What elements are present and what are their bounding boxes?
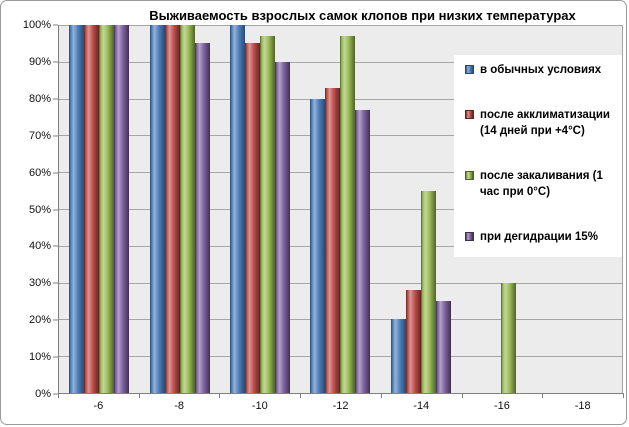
legend-label: после закаливания (1 час при 0°С) bbox=[480, 170, 603, 198]
bar-group bbox=[230, 25, 291, 393]
x-tick-label: -12 bbox=[332, 400, 349, 412]
y-tick-mark bbox=[53, 319, 58, 321]
bar-series-4 bbox=[194, 43, 210, 393]
y-tick-mark bbox=[53, 209, 58, 210]
x-tick-mark bbox=[542, 393, 544, 398]
bar-group bbox=[471, 25, 531, 393]
legend-marker-icon bbox=[465, 232, 474, 241]
bar-group bbox=[69, 25, 130, 393]
legend-item-1: в обычных условиях bbox=[465, 62, 618, 78]
legend-marker-icon bbox=[465, 110, 474, 119]
y-tick-layer bbox=[53, 24, 58, 395]
x-tick-mark bbox=[380, 393, 382, 398]
y-tick-mark bbox=[53, 98, 58, 100]
chart-title: Выживаемость взрослых самок клопов при н… bbox=[149, 8, 576, 23]
x-tick-label: -14 bbox=[413, 400, 430, 412]
x-tick-mark bbox=[219, 393, 221, 398]
bar-series-3 bbox=[179, 25, 195, 393]
y-tick-label: 30% bbox=[28, 277, 51, 290]
legend-item-4: при дегидрации 15% bbox=[465, 229, 618, 245]
y-tick-label: 80% bbox=[28, 92, 51, 105]
bar-series-4 bbox=[355, 109, 371, 393]
y-tick-mark bbox=[53, 172, 58, 174]
bar-group bbox=[310, 25, 371, 393]
x-tick-label: -6 bbox=[93, 400, 104, 412]
bar-series-4 bbox=[114, 25, 130, 393]
legend-item-3: после закаливания (1 час при 0°С) bbox=[465, 168, 618, 200]
y-tick-label: 20% bbox=[28, 314, 51, 327]
x-tick-mark bbox=[461, 393, 463, 398]
legend-marker-icon bbox=[465, 65, 474, 74]
x-tick-label: -16 bbox=[494, 400, 510, 412]
bar-series-3 bbox=[420, 190, 436, 393]
y-tick-label: 40% bbox=[28, 240, 51, 253]
x-tick-layer bbox=[58, 393, 624, 398]
legend-label: при дегидрации 15% bbox=[480, 231, 598, 243]
x-tick-mark bbox=[623, 393, 624, 398]
category-cell bbox=[59, 25, 139, 393]
bar-series-1 bbox=[390, 319, 406, 393]
y-tick-mark bbox=[53, 24, 58, 26]
y-tick-label: 90% bbox=[28, 55, 51, 68]
category-cell bbox=[300, 25, 380, 393]
x-tick-mark bbox=[58, 393, 59, 398]
bar-series-1 bbox=[310, 98, 326, 393]
y-tick-label: 100% bbox=[22, 19, 51, 31]
x-axis-labels: -6 -8 -10 -12 -14 -16 -18 bbox=[58, 400, 623, 412]
y-tick-mark bbox=[53, 61, 58, 63]
legend-label: в обычных условиях bbox=[480, 64, 602, 76]
bar-series-1 bbox=[230, 25, 246, 393]
legend-label: после акклиматизации (14 дней при +4°С) bbox=[480, 109, 611, 137]
bar-series-2 bbox=[405, 289, 421, 393]
category-cell bbox=[139, 25, 219, 393]
y-tick-label: 70% bbox=[28, 129, 51, 142]
bar-series-1 bbox=[69, 25, 85, 393]
bar-series-3 bbox=[340, 36, 356, 393]
x-tick-label: -18 bbox=[574, 400, 591, 412]
bar-series-3 bbox=[99, 25, 115, 393]
y-tick-label: 10% bbox=[28, 351, 51, 364]
y-tick-mark bbox=[53, 282, 58, 284]
plot-bars bbox=[59, 25, 622, 393]
bar-series-2 bbox=[245, 43, 261, 393]
y-tick-mark bbox=[53, 356, 58, 358]
bar-group bbox=[390, 25, 451, 393]
x-tick-label: -10 bbox=[251, 400, 268, 412]
y-axis-labels: 100% 90% 80% 70% 60% 50% 40% 30% 20% 10% 0% bbox=[1, 19, 51, 400]
gridline bbox=[59, 25, 622, 26]
bar-series-4 bbox=[275, 61, 291, 393]
bar-series-4 bbox=[435, 301, 451, 393]
y-tick-mark bbox=[53, 393, 58, 395]
x-tick-label: -8 bbox=[174, 400, 184, 412]
legend-marker-icon bbox=[465, 171, 474, 180]
y-tick-mark bbox=[53, 135, 58, 137]
y-tick-label: 0% bbox=[35, 388, 51, 400]
bar-series-3 bbox=[260, 36, 276, 393]
bar-group bbox=[149, 25, 210, 393]
bar-series-2 bbox=[84, 25, 100, 393]
bar-series-3 bbox=[501, 282, 517, 393]
x-tick-mark bbox=[300, 393, 302, 398]
legend: в обычных условиях после акклиматизации (… bbox=[454, 55, 622, 257]
legend-item-2: после акклиматизации (14 дней при +4°С) bbox=[465, 107, 618, 139]
x-tick-mark bbox=[138, 393, 140, 398]
y-tick-label: 50% bbox=[28, 203, 51, 216]
y-tick-label: 60% bbox=[28, 166, 51, 179]
category-cell bbox=[461, 25, 541, 393]
bar-series-1 bbox=[149, 25, 165, 393]
category-cell bbox=[220, 25, 300, 393]
bar-series-2 bbox=[164, 25, 180, 393]
category-cell bbox=[381, 25, 461, 393]
y-tick-mark bbox=[53, 245, 58, 247]
bar-series-2 bbox=[325, 87, 341, 393]
